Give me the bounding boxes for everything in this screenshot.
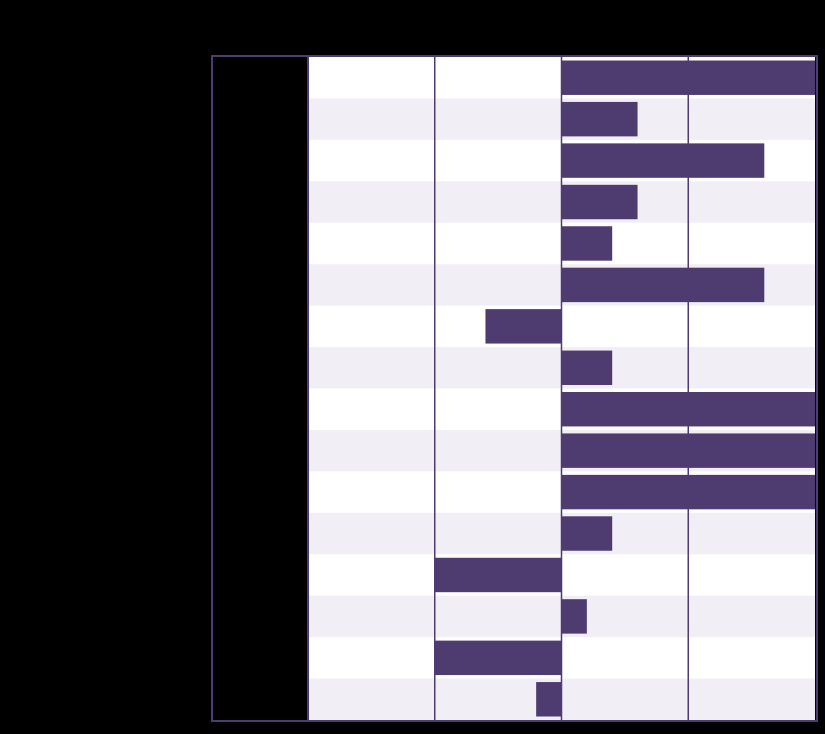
bar-8 bbox=[561, 350, 613, 385]
bar-11 bbox=[561, 474, 815, 510]
bar-12 bbox=[561, 516, 613, 551]
bar-1 bbox=[561, 60, 815, 95]
bar-4 bbox=[561, 184, 638, 220]
plot-frame bbox=[211, 55, 818, 722]
bar-2 bbox=[561, 101, 638, 137]
bar-15 bbox=[434, 640, 562, 676]
bar-3 bbox=[561, 143, 765, 178]
bar-16 bbox=[536, 682, 562, 717]
bar-6 bbox=[561, 267, 765, 303]
bar-5 bbox=[561, 226, 613, 261]
bars bbox=[434, 60, 815, 717]
bar-13 bbox=[434, 557, 562, 593]
bar-9 bbox=[561, 392, 815, 427]
category-label-panel bbox=[211, 55, 309, 722]
bar-14 bbox=[561, 599, 587, 634]
bar-7 bbox=[485, 309, 562, 344]
bar-10 bbox=[561, 433, 815, 468]
